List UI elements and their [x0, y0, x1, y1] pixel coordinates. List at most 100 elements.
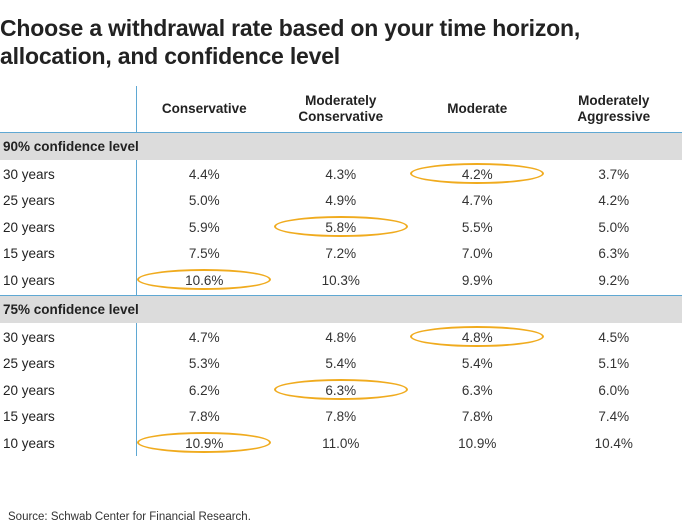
table-cell: 4.2% [546, 193, 682, 208]
row-label: 15 years [3, 246, 55, 262]
table-cell: 7.2% [273, 246, 410, 261]
table-cell: 7.8% [136, 409, 273, 424]
table-row: 10 years 10.9% 11.0% 10.9% 10.4% [0, 430, 682, 457]
table-row: 20 years 6.2% 6.3% 6.3% 6.0% [0, 377, 682, 404]
table-cell: 4.4% [136, 167, 273, 182]
highlight-ellipse [410, 162, 545, 184]
cell-value: 7.8% [325, 409, 357, 425]
cell-value: 5.3% [188, 356, 220, 372]
table-row: 30 years 4.4% 4.3% 4.2% 3.7% [0, 161, 682, 188]
cell-value: 9.2% [598, 272, 630, 288]
column-header-row: Conservative Moderately Conservative Moder… [136, 86, 682, 131]
table-cell: 6.3% [409, 383, 546, 398]
highlight-ellipse [273, 378, 408, 400]
table-cell: 6.2% [136, 383, 273, 398]
table-cell: 9.9% [409, 273, 546, 288]
table-cell: 11.0% [273, 436, 410, 451]
cell-value: 5.5% [461, 219, 493, 235]
section-label: 90% confidence level [3, 139, 139, 154]
table-cell: 10.6% [136, 268, 273, 290]
row-label: 10 years [3, 272, 55, 288]
highlight-ellipse [273, 215, 408, 237]
table-row: 25 years 5.0% 4.9% 4.7% 4.2% [0, 188, 682, 215]
cell-value: 5.0% [598, 219, 630, 235]
cell-value: 9.9% [461, 272, 493, 288]
column-header: Moderately Aggressive [577, 92, 651, 124]
row-label: 10 years [3, 435, 55, 451]
table-cell: 4.8% [409, 325, 546, 347]
cell-value: 5.0% [188, 193, 220, 209]
section-header: 90% confidence level [0, 133, 682, 160]
chart-title: Choose a withdrawal rate based on your t… [0, 15, 581, 69]
table-cell: 5.5% [409, 220, 546, 235]
cell-value: 6.3% [461, 382, 493, 398]
column-header: Moderate [447, 100, 508, 116]
highlight-ellipse [137, 431, 272, 453]
table-cell: 4.9% [273, 193, 410, 208]
cell-value: 4.3% [325, 166, 357, 182]
section-label: 75% confidence level [3, 302, 139, 317]
table-cell: 7.8% [409, 409, 546, 424]
cell-value: 7.8% [461, 409, 493, 425]
table-row: 30 years 4.7% 4.8% 4.8% 4.5% [0, 324, 682, 351]
column-header: Moderately Conservative [298, 92, 384, 124]
row-label: 30 years [3, 329, 55, 345]
row-label: 30 years [3, 166, 55, 182]
table-cell: 5.4% [409, 356, 546, 371]
cell-value: 6.2% [188, 382, 220, 398]
cell-value: 4.5% [598, 329, 630, 345]
table-cell: 10.4% [546, 436, 682, 451]
table-row: 15 years 7.5% 7.2% 7.0% 6.3% [0, 241, 682, 268]
table-cell: 4.3% [273, 167, 410, 182]
table-cell: 6.3% [273, 378, 410, 400]
table-cell: 4.2% [409, 162, 546, 184]
cell-value: 10.9% [458, 435, 497, 451]
section-header: 75% confidence level [0, 296, 682, 323]
cell-value: 6.0% [598, 382, 630, 398]
row-label: 20 years [3, 219, 55, 235]
table-row: 15 years 7.8% 7.8% 7.8% 7.4% [0, 404, 682, 431]
table-cell: 5.0% [136, 193, 273, 208]
table-cell: 9.2% [546, 273, 682, 288]
section-rule [0, 295, 682, 296]
source-note: Source: Schwab Center for Financial Rese… [8, 511, 251, 523]
table-cell: 6.3% [546, 246, 682, 261]
row-label: 25 years [3, 193, 55, 209]
table-cell: 10.3% [273, 273, 410, 288]
table-cell: 10.9% [409, 436, 546, 451]
table-cell: 4.5% [546, 330, 682, 345]
cell-value: 7.4% [598, 409, 630, 425]
cell-value: 7.0% [461, 246, 493, 262]
table-cell: 5.8% [273, 215, 410, 237]
cell-value: 5.9% [188, 219, 220, 235]
table-cell: 4.7% [136, 330, 273, 345]
cell-value: 5.4% [325, 356, 357, 372]
table-cell: 7.4% [546, 409, 682, 424]
cell-value: 10.3% [321, 272, 360, 288]
table-cell: 4.7% [409, 193, 546, 208]
table-cell: 6.0% [546, 383, 682, 398]
cell-value: 5.1% [598, 356, 630, 372]
table-cell: 5.9% [136, 220, 273, 235]
table-row: 25 years 5.3% 5.4% 5.4% 5.1% [0, 351, 682, 378]
column-divider [136, 86, 137, 456]
cell-value: 6.3% [598, 246, 630, 262]
cell-value: 4.2% [598, 193, 630, 209]
table-cell: 7.8% [273, 409, 410, 424]
table-row: 20 years 5.9% 5.8% 5.5% 5.0% [0, 214, 682, 241]
highlight-ellipse [137, 268, 272, 290]
row-label: 25 years [3, 356, 55, 372]
cell-value: 11.0% [322, 435, 360, 451]
cell-value: 7.5% [188, 246, 220, 262]
table-cell: 4.8% [273, 330, 410, 345]
table-cell: 7.5% [136, 246, 273, 261]
row-label: 15 years [3, 409, 55, 425]
cell-value: 3.7% [598, 166, 630, 182]
cell-value: 4.8% [325, 329, 357, 345]
table-cell: 5.3% [136, 356, 273, 371]
cell-value: 10.4% [594, 435, 633, 451]
table-cell: 10.9% [136, 431, 273, 453]
cell-value: 5.4% [461, 356, 493, 372]
cell-value: 4.9% [325, 193, 357, 209]
table-cell: 5.4% [273, 356, 410, 371]
